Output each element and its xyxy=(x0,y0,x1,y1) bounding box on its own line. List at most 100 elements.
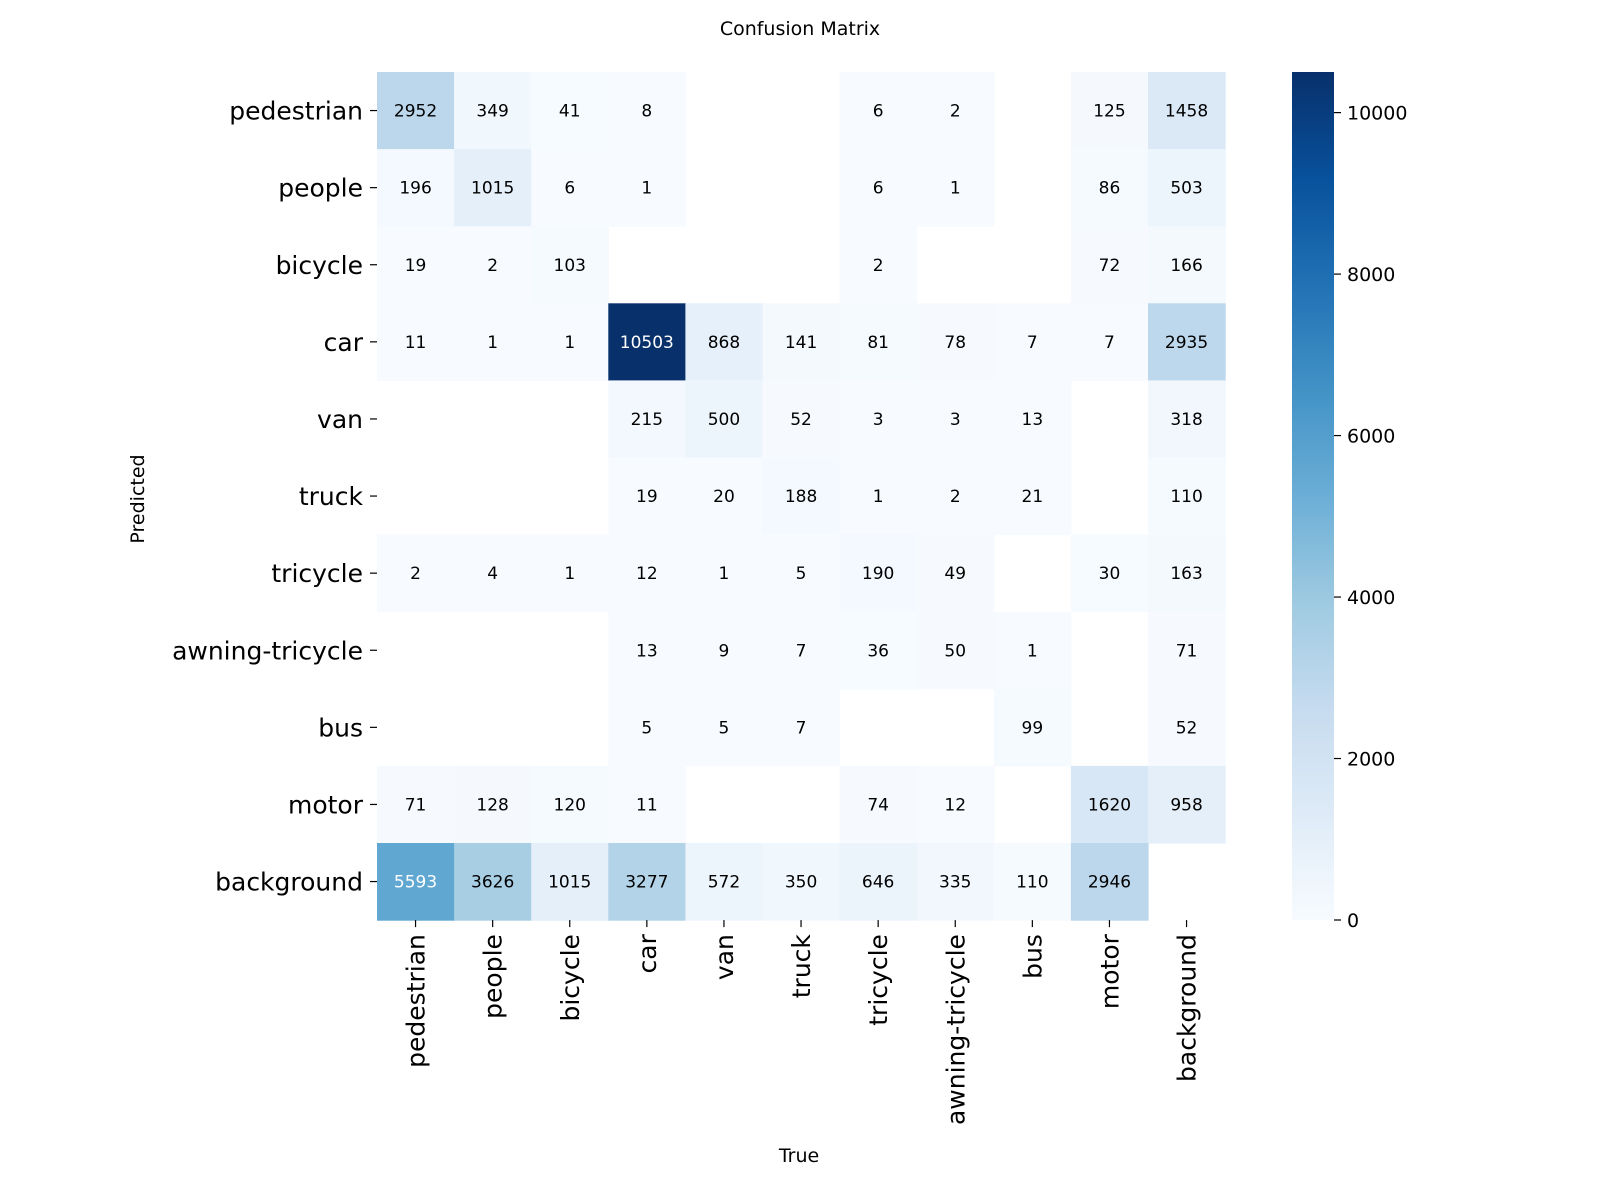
heatmap-cell xyxy=(608,688,686,767)
heatmap-cell xyxy=(1070,149,1149,227)
cell-value-label: 5593 xyxy=(394,873,437,893)
y-tick-label: background xyxy=(215,868,363,897)
heatmap-cell xyxy=(916,380,995,459)
cell-value-label: 2 xyxy=(950,487,961,507)
y-tick-label: tricycle xyxy=(271,559,363,588)
heatmap-cell xyxy=(685,534,764,613)
cell-value-label: 141 xyxy=(785,333,817,353)
colorbar-tick-label: 8000 xyxy=(1347,264,1395,286)
cell-value-label: 7 xyxy=(1027,333,1038,353)
y-tick-label: bicycle xyxy=(276,251,363,280)
heatmap-cell xyxy=(1070,72,1149,150)
cell-value-label: 8 xyxy=(641,102,652,122)
heatmap-cell xyxy=(1148,303,1226,381)
y-tick-label: awning-tricycle xyxy=(172,636,363,665)
heatmap-cell xyxy=(839,843,918,921)
colorbar-tick-label: 2000 xyxy=(1347,749,1395,771)
heatmap-cell xyxy=(377,303,455,381)
x-tick-label: truck xyxy=(787,934,816,999)
heatmap-cell xyxy=(916,765,995,844)
heatmap-cell xyxy=(531,72,609,150)
cell-value-label: 1458 xyxy=(1165,102,1208,122)
heatmap-cell xyxy=(377,765,455,844)
heatmap-cell xyxy=(762,534,841,613)
cell-value-label: 3 xyxy=(873,410,884,430)
cell-value-label: 103 xyxy=(554,256,586,276)
cell-value-label: 49 xyxy=(944,564,966,584)
cell-value-label: 1 xyxy=(641,179,652,199)
cell-value-label: 7 xyxy=(796,718,807,738)
y-tick-label: bus xyxy=(318,713,363,742)
x-tick-label: bus xyxy=(1018,934,1047,979)
cell-value-label: 572 xyxy=(708,873,740,893)
heatmap-cell xyxy=(608,534,686,613)
heatmap-cell xyxy=(1148,765,1226,844)
cell-value-label: 5 xyxy=(796,564,807,584)
x-tick-label: van xyxy=(710,934,739,980)
cell-value-label: 2 xyxy=(950,102,961,122)
heatmap-cell xyxy=(1070,765,1149,844)
cell-value-label: 318 xyxy=(1170,410,1202,430)
y-tick-label: van xyxy=(317,405,363,434)
cell-value-label: 110 xyxy=(1016,873,1048,893)
heatmap-cell xyxy=(1148,149,1226,227)
heatmap-cell xyxy=(685,611,764,690)
cell-value-label: 1 xyxy=(487,333,498,353)
heatmap-cell xyxy=(377,149,455,227)
heatmap-cell xyxy=(839,303,918,381)
cell-value-label: 13 xyxy=(636,641,658,661)
cell-value-label: 110 xyxy=(1170,487,1202,507)
cell-value-label: 2 xyxy=(410,564,421,584)
cell-value-label: 215 xyxy=(631,410,663,430)
cell-value-label: 74 xyxy=(867,795,889,815)
cell-value-label: 1 xyxy=(719,564,730,584)
cell-value-label: 19 xyxy=(636,487,658,507)
cell-value-label: 349 xyxy=(476,102,508,122)
chart-title: Confusion Matrix xyxy=(720,18,880,40)
cell-value-label: 20 xyxy=(713,487,735,507)
heatmap-cell xyxy=(1148,457,1226,536)
heatmap-cell xyxy=(1070,303,1149,381)
heatmap-cell xyxy=(685,303,764,381)
heatmap-cell xyxy=(762,611,841,690)
cell-value-label: 7 xyxy=(796,641,807,661)
cell-value-label: 5 xyxy=(719,718,730,738)
cell-value-label: 1 xyxy=(564,564,575,584)
heatmap-cell xyxy=(531,303,609,381)
colorbar-tick-label: 10000 xyxy=(1347,103,1407,125)
cell-value-label: 2 xyxy=(487,256,498,276)
cell-value-label: 166 xyxy=(1170,256,1202,276)
cell-value-label: 1015 xyxy=(548,873,591,893)
cell-value-label: 86 xyxy=(1099,179,1121,199)
x-tick-label: motor xyxy=(1095,933,1124,1009)
heatmap-cell xyxy=(377,843,455,921)
heatmap-cell xyxy=(916,611,995,690)
cell-value-label: 3626 xyxy=(471,873,514,893)
heatmap-cell xyxy=(762,380,841,459)
heatmap-cell xyxy=(762,688,841,767)
cell-value-label: 19 xyxy=(405,256,427,276)
cell-value-label: 1 xyxy=(1027,641,1038,661)
cell-value-label: 335 xyxy=(939,873,971,893)
heatmap-cell xyxy=(762,843,841,921)
cell-value-label: 10503 xyxy=(620,333,674,353)
cell-value-label: 1 xyxy=(564,333,575,353)
x-tick-labels: pedestrian people bicycle car van truck tricyc… xyxy=(402,920,1202,1125)
cell-value-label: 3 xyxy=(950,410,961,430)
cell-value-label: 36 xyxy=(867,641,889,661)
cell-value-label: 6 xyxy=(564,179,575,199)
heatmap-cell xyxy=(454,765,532,844)
cell-value-label: 50 xyxy=(944,641,966,661)
colorbar-tick-label: 0 xyxy=(1347,910,1359,932)
cell-value-label: 163 xyxy=(1170,564,1202,584)
heatmap-cell xyxy=(839,149,918,227)
heatmap-cell xyxy=(608,149,686,227)
cell-value-label: 5 xyxy=(641,718,652,738)
heatmap-cell xyxy=(993,688,1072,767)
y-tick-label: motor xyxy=(288,790,364,819)
heatmap-cell xyxy=(762,303,841,381)
heatmap-cell xyxy=(839,534,918,613)
heatmap-cell xyxy=(531,149,609,227)
y-tick-label: car xyxy=(324,328,364,357)
cell-value-label: 52 xyxy=(1176,718,1198,738)
